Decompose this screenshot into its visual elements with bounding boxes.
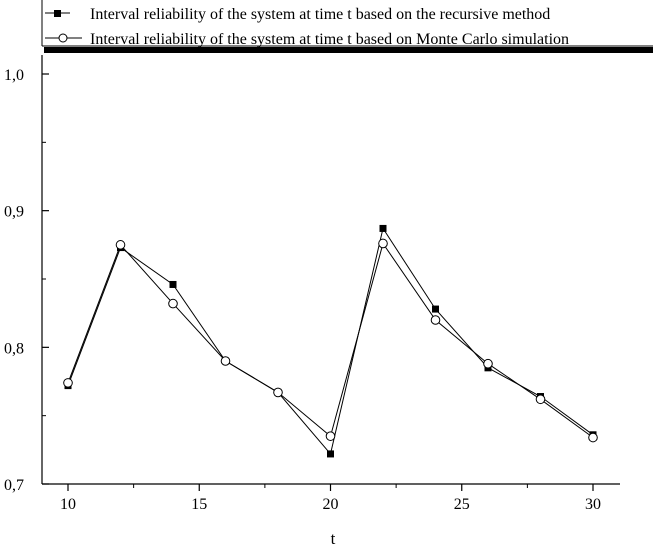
data-point-circle [220, 356, 231, 366]
x-tick-label: 20 [323, 496, 339, 513]
data-point-square [432, 305, 439, 313]
legend-label-recursive: Interval reliability of the system at ti… [90, 6, 550, 23]
x-tick-label: 30 [585, 496, 601, 513]
data-point-circle [378, 238, 388, 249]
x-tick-label: 25 [454, 496, 470, 513]
legend: Interval reliability of the system at ti… [45, 6, 569, 48]
data-point-circle [483, 358, 493, 369]
y-tick-label: 0,8 [4, 340, 24, 357]
legend-entry-recursive: Interval reliability of the system at ti… [45, 6, 550, 23]
series-markers [63, 224, 598, 458]
x-tick-label: 15 [191, 496, 207, 513]
legend-marker-monte-carlo [58, 33, 68, 43]
legend-entry-monte-carlo: Interval reliability of the system at ti… [45, 31, 569, 48]
y-tick-label: 0,9 [4, 204, 24, 221]
data-point-circle [325, 431, 336, 441]
series-line-1 [67, 242, 594, 438]
data-point-circle [430, 315, 441, 325]
y-tick-label: 0,7 [4, 477, 24, 494]
data-point-circle [168, 298, 178, 309]
data-point-circle [588, 432, 598, 443]
data-point-circle [115, 240, 126, 250]
series-lines [67, 227, 594, 455]
legend-label-monte-carlo: Interval reliability of the system at ti… [90, 31, 569, 48]
data-point-square [327, 450, 334, 458]
y-tick-label: 1,0 [4, 67, 24, 84]
axis-ticks: 10 15 20 25 30 0,7 0,8 0,9 1,0 [4, 67, 601, 513]
data-point-square [169, 280, 177, 288]
x-axis-label: t [331, 529, 336, 548]
data-point-square [379, 224, 387, 232]
legend-box-shadow-bar [44, 47, 653, 53]
series-line-0 [67, 227, 594, 455]
x-tick-label: 10 [60, 496, 76, 513]
data-point-circle [273, 387, 283, 398]
data-point-circle [535, 394, 546, 405]
data-point-circle [63, 378, 73, 388]
legend-marker-recursive [54, 10, 61, 17]
